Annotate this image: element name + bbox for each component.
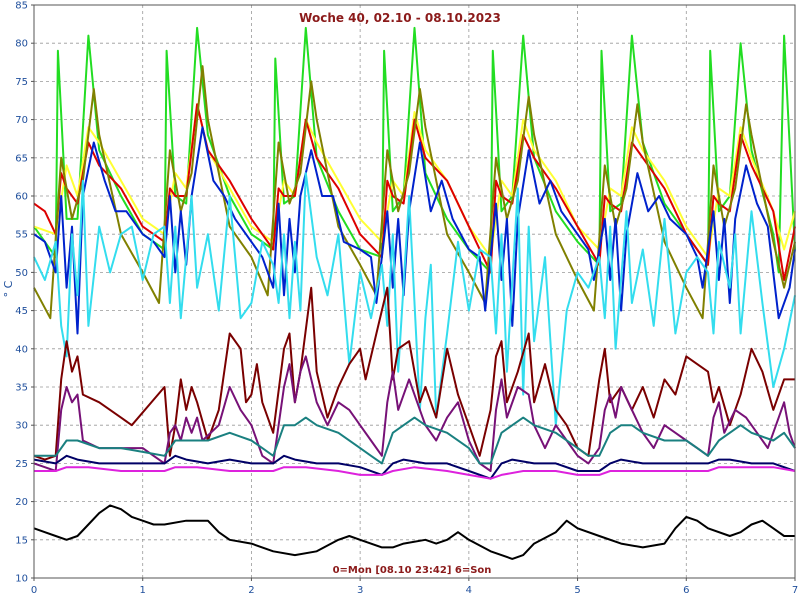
y-tick-label: 80 xyxy=(15,39,28,50)
x-tick-label: 2 xyxy=(248,585,254,596)
y-tick-label: 55 xyxy=(15,230,28,241)
series-line-1 xyxy=(33,26,796,274)
series-line-8 xyxy=(33,355,796,472)
series-line-9 xyxy=(34,416,796,465)
y-axis-label: ° C xyxy=(2,280,15,297)
y-tick-label: 75 xyxy=(15,77,28,88)
y-tick-label: 25 xyxy=(15,459,28,470)
y-tick-label: 45 xyxy=(15,306,28,317)
series-layer xyxy=(33,26,796,560)
y-tick-label: 30 xyxy=(15,421,28,432)
x-tick-label: 3 xyxy=(357,585,363,596)
y-tick-label: 20 xyxy=(15,497,28,508)
y-tick-label: 40 xyxy=(15,344,28,355)
y-tick-label: 35 xyxy=(15,383,28,394)
x-tick-label: 0 xyxy=(31,585,37,596)
y-tick-label: 85 xyxy=(15,1,28,12)
series-line-12 xyxy=(33,504,795,560)
plot-frame xyxy=(33,4,796,579)
y-tick-label: 60 xyxy=(15,192,28,203)
chart-title: Woche 40, 02.10 - 08.10.2023 xyxy=(299,11,501,25)
series-line-10 xyxy=(33,454,796,480)
series-line-3 xyxy=(33,103,796,281)
x-tick-label: 4 xyxy=(466,585,472,596)
x-tick-label: 1 xyxy=(140,585,146,596)
x-tick-label: 5 xyxy=(574,585,580,596)
series-line-11 xyxy=(34,466,796,480)
y-tick-label: 50 xyxy=(15,268,28,279)
series-line-6 xyxy=(33,172,796,427)
series-line-7 xyxy=(33,286,795,461)
x-tick-label: 7 xyxy=(792,585,798,596)
y-tick-label: 15 xyxy=(15,535,28,546)
y-tick-label: 10 xyxy=(15,574,28,585)
series-line-4 xyxy=(33,65,796,320)
chart-annotation: 0=Mon [08.10 23:42] 6=Son xyxy=(333,565,492,576)
x-tick-label: 6 xyxy=(683,585,689,596)
y-tick-label: 70 xyxy=(15,115,28,126)
y-tick-label: 65 xyxy=(15,153,28,164)
